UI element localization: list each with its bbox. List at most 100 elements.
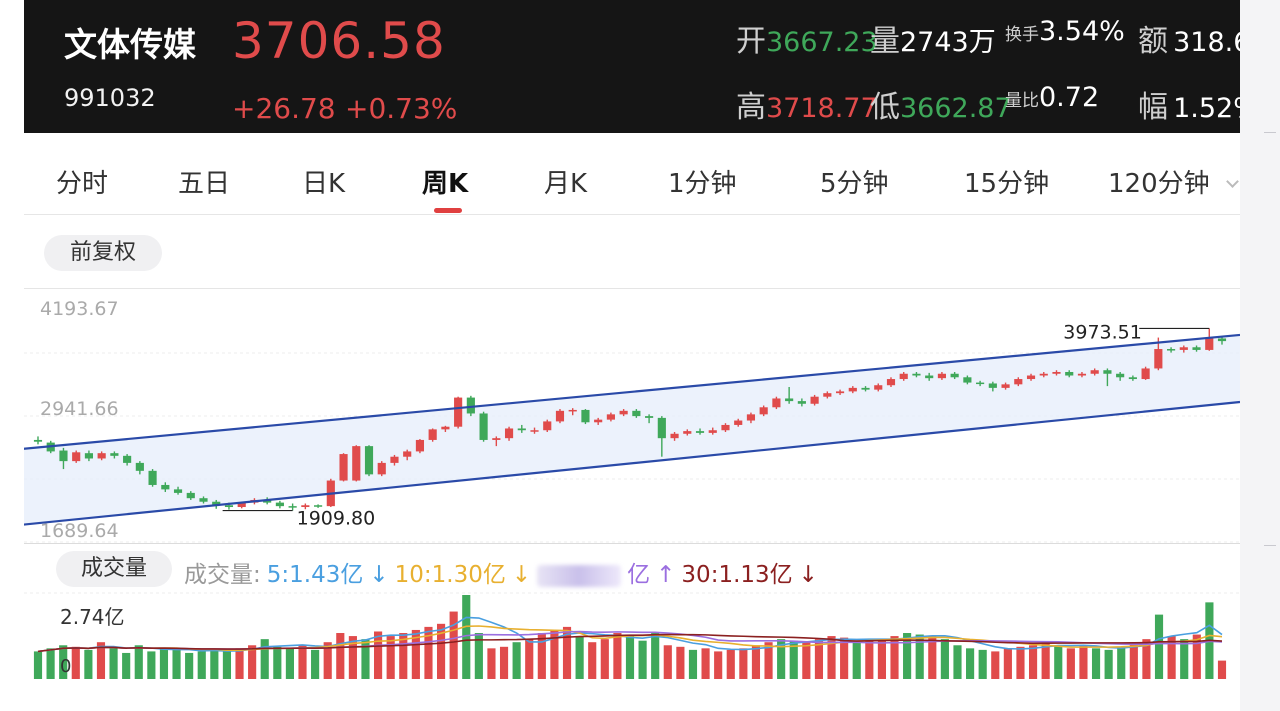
candle — [403, 449, 412, 461]
candle — [454, 396, 463, 429]
candle-body — [772, 398, 781, 408]
quote-header: 文体传媒 991032 3706.58 +26.78 +0.73% 开3667.… — [24, 0, 1240, 133]
volume-bar — [802, 642, 811, 679]
candle — [504, 426, 514, 441]
stat-amplitude: 幅 1.52% — [1138, 82, 1240, 126]
stat-volume-label: 量 — [870, 24, 900, 59]
volume-bar — [751, 645, 761, 679]
volume-bar — [827, 636, 836, 679]
tab-monthly-k[interactable]: 月K — [544, 169, 588, 199]
candle-body — [899, 373, 908, 380]
volume-bar — [134, 645, 143, 679]
stat-open-value: 3667.23 — [766, 27, 878, 58]
volume-bar — [46, 648, 55, 679]
candle-body — [504, 428, 514, 439]
candle — [428, 428, 437, 442]
tab-120min[interactable]: 120分钟 — [1108, 169, 1210, 199]
price-change-pct: +0.73% — [345, 92, 458, 125]
stat-open-label: 开 — [736, 24, 766, 59]
volume-bar — [512, 642, 521, 679]
volume-bar — [424, 626, 433, 679]
volume-indicator-button[interactable]: 成交量 — [56, 551, 172, 587]
candlestick-chart[interactable]: 4193.67 2941.66 1689.64 3973.51 1909.80 — [24, 289, 1240, 544]
candle — [415, 439, 425, 454]
volume-bar — [59, 645, 68, 679]
tab-15min[interactable]: 15分钟 — [964, 169, 1050, 199]
candle — [84, 450, 93, 462]
candle-body — [823, 393, 832, 397]
volume-bar — [701, 648, 710, 679]
candle-body — [1077, 373, 1087, 376]
tab-weekly-k[interactable]: 周K — [422, 169, 469, 199]
candle-body — [1116, 373, 1125, 378]
y-tick-label: 2941.66 — [40, 398, 119, 420]
candle — [835, 389, 845, 395]
tab-5min[interactable]: 5分钟 — [820, 169, 889, 199]
candle-body — [33, 439, 43, 442]
candle — [619, 409, 628, 417]
candle — [72, 450, 81, 463]
candle-body — [734, 420, 743, 425]
volume-bar — [625, 636, 635, 679]
tab-1min[interactable]: 1分钟 — [668, 169, 737, 199]
candle — [173, 486, 183, 495]
volume-bar — [411, 629, 420, 679]
candle-body — [186, 492, 195, 499]
candle-body — [632, 410, 641, 417]
candle — [899, 371, 908, 381]
stat-open: 开3667.23 — [736, 16, 878, 60]
volume-bar — [764, 642, 773, 679]
chevron-down-icon[interactable] — [1226, 175, 1239, 188]
stat-amount-label: 额 — [1138, 24, 1168, 59]
candle-body — [275, 502, 284, 507]
candle-body — [59, 450, 68, 462]
volume-bar — [499, 646, 509, 679]
stat-turnover-label: 换手 — [1005, 25, 1039, 45]
candle-body — [848, 387, 857, 392]
candle-body — [695, 431, 705, 433]
candle-body — [530, 430, 539, 432]
candle-body — [72, 452, 81, 462]
volume-ma20: 亿 ↑ — [627, 562, 676, 588]
candle-body — [428, 429, 437, 440]
volume-bar — [688, 649, 698, 679]
volume-bar — [915, 634, 924, 679]
volume-bar — [449, 611, 458, 679]
candle — [123, 454, 132, 466]
volume-bar — [638, 640, 647, 679]
candle — [1179, 345, 1188, 353]
volume-bar — [1129, 642, 1138, 679]
tab-five-day[interactable]: 五日 — [178, 169, 231, 199]
candle-body — [619, 410, 628, 415]
tab-daily-k[interactable]: 日K — [302, 169, 346, 199]
candle-body — [1052, 371, 1061, 374]
volume-bar — [487, 648, 496, 679]
volume-bar — [1180, 639, 1189, 679]
candle-body — [976, 382, 985, 385]
candle — [746, 412, 756, 424]
candle-body — [1192, 347, 1201, 350]
candle-body — [390, 456, 399, 463]
candle-body — [1141, 368, 1150, 380]
channel-upper-line — [24, 333, 1240, 450]
candle-body — [1090, 370, 1099, 374]
candle-body — [555, 410, 565, 422]
adjust-type-button[interactable]: 前复权 — [44, 235, 162, 271]
candle-body — [1014, 379, 1023, 385]
volume-bar — [185, 652, 194, 679]
stock-code: 991032 — [64, 84, 156, 112]
tab-intraday[interactable]: 分时 — [56, 169, 109, 199]
candle-body — [1217, 338, 1227, 342]
volume-bar — [336, 633, 345, 679]
volume-bar — [235, 648, 244, 679]
candle — [275, 500, 284, 509]
candle-body — [1128, 377, 1137, 380]
candle — [734, 418, 743, 427]
volume-bar — [197, 651, 206, 679]
volume-bar — [978, 649, 987, 679]
candle — [555, 409, 565, 424]
volume-bar — [1028, 645, 1038, 679]
candle-body — [1103, 370, 1112, 374]
volume-chart[interactable] — [24, 591, 1240, 711]
stat-amount: 额 318.6 — [1138, 16, 1240, 60]
